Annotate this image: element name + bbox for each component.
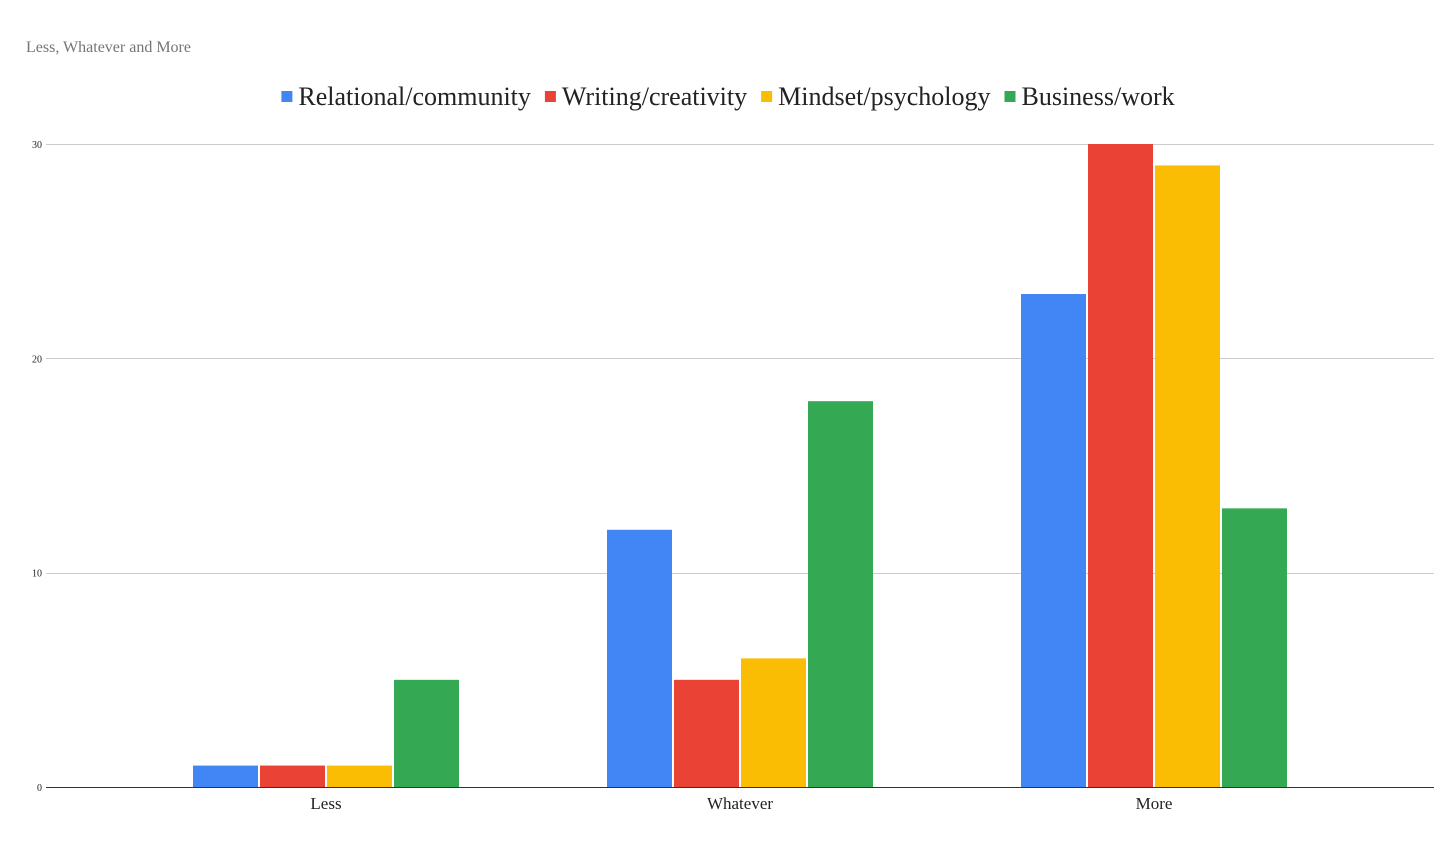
- legend-swatch: [1004, 91, 1016, 102]
- bar-writing-creativity-more: [1088, 144, 1153, 787]
- legend-swatch: [544, 91, 556, 102]
- legend-swatch: [761, 91, 773, 102]
- legend-label: Relational/community: [298, 82, 531, 111]
- legend-label: Mindset/psychology: [778, 82, 990, 111]
- legend-item: Relational/community: [281, 82, 531, 111]
- bar-business-work-more: [1222, 508, 1287, 787]
- bars: [193, 144, 1287, 787]
- x-category-label: Whatever: [707, 794, 773, 813]
- y-axis-ticks: 0 10 20 30: [32, 140, 42, 794]
- bar-mindset-psychology-less: [327, 765, 392, 787]
- legend-swatch: [281, 91, 293, 102]
- x-axis-labels: Less Whatever More: [310, 794, 1172, 813]
- x-category-label: Less: [310, 794, 341, 813]
- bar-relational-community-more: [1021, 294, 1086, 787]
- legend-item: Business/work: [1004, 82, 1175, 111]
- bar-writing-creativity-less: [260, 765, 325, 787]
- y-tick-label: 0: [37, 783, 42, 794]
- y-tick-label: 30: [32, 140, 42, 151]
- legend: Relational/community Writing/creativity Mi…: [281, 82, 1175, 111]
- chart-title: Less, Whatever and More: [26, 39, 191, 56]
- y-tick-label: 20: [32, 354, 42, 365]
- bar-mindset-psychology-whatever: [741, 658, 806, 787]
- bar-business-work-whatever: [808, 401, 873, 787]
- legend-label: Business/work: [1021, 82, 1174, 111]
- legend-item: Mindset/psychology: [761, 82, 990, 111]
- bar-writing-creativity-whatever: [674, 679, 739, 787]
- legend-label: Writing/creativity: [562, 82, 747, 111]
- bar-relational-community-whatever: [607, 529, 672, 787]
- bar-business-work-less: [394, 679, 459, 787]
- legend-item: Writing/creativity: [544, 82, 747, 111]
- y-tick-label: 10: [32, 569, 42, 580]
- bar-relational-community-less: [193, 765, 258, 787]
- x-category-label: More: [1136, 794, 1173, 813]
- bar-mindset-psychology-more: [1155, 165, 1220, 787]
